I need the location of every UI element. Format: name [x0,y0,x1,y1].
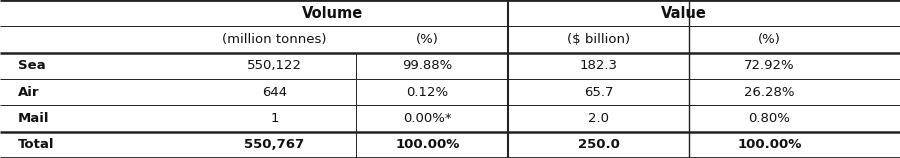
Text: 182.3: 182.3 [580,59,617,72]
Text: Air: Air [18,86,40,99]
Text: 0.80%: 0.80% [749,112,790,125]
Text: 550,767: 550,767 [245,138,304,151]
Text: 65.7: 65.7 [584,86,613,99]
Text: 550,122: 550,122 [247,59,302,72]
Text: 99.88%: 99.88% [402,59,453,72]
Text: (%): (%) [416,33,439,46]
Text: 100.00%: 100.00% [395,138,460,151]
Text: 644: 644 [262,86,287,99]
Text: 100.00%: 100.00% [737,138,802,151]
Text: (%): (%) [758,33,781,46]
Text: Sea: Sea [18,59,46,72]
Text: 1: 1 [270,112,279,125]
Text: 0.12%: 0.12% [407,86,448,99]
Text: Total: Total [18,138,55,151]
Text: 250.0: 250.0 [578,138,619,151]
Text: Mail: Mail [18,112,50,125]
Text: Value: Value [662,6,706,21]
Text: 2.0: 2.0 [588,112,609,125]
Text: 72.92%: 72.92% [744,59,795,72]
Text: ($ billion): ($ billion) [567,33,630,46]
Text: (million tonnes): (million tonnes) [222,33,327,46]
Text: Volume: Volume [302,6,364,21]
Text: 26.28%: 26.28% [744,86,795,99]
Text: 0.00%*: 0.00%* [403,112,452,125]
